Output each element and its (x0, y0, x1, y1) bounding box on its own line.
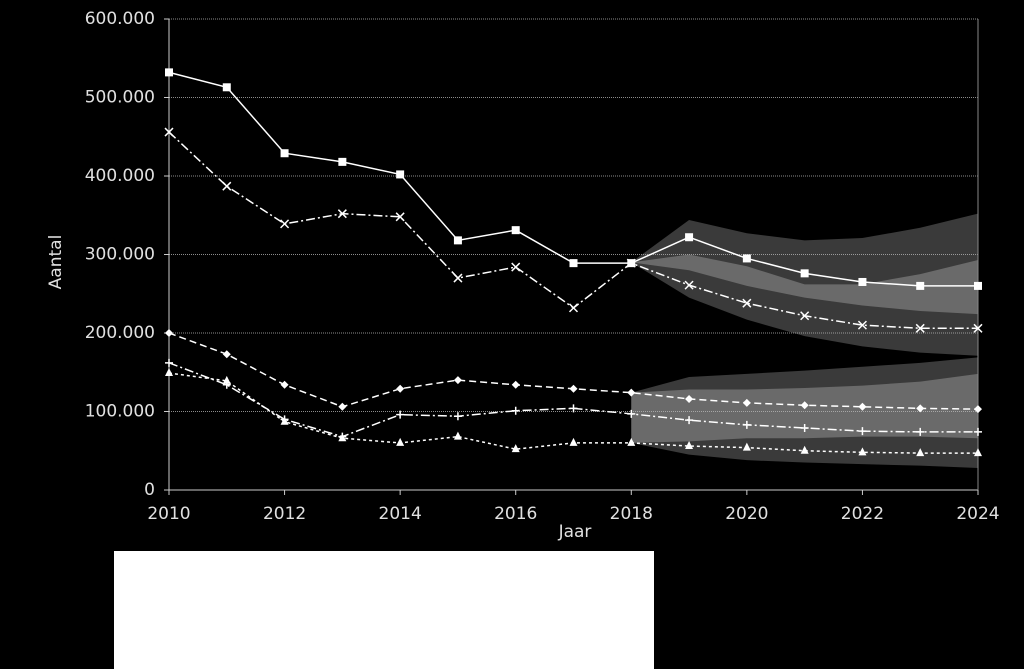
marker (453, 376, 462, 385)
marker (569, 384, 578, 393)
marker (395, 212, 405, 222)
marker (685, 394, 694, 403)
marker (337, 209, 347, 219)
marker (222, 181, 232, 191)
series-line (168, 362, 978, 438)
marker (511, 444, 520, 453)
marker (685, 416, 694, 425)
marker (800, 311, 810, 321)
marker (858, 277, 867, 286)
marker (800, 423, 809, 432)
marker (511, 262, 521, 272)
x-tick-label: 2020 (725, 504, 768, 524)
y-tick-label: 200.000 (85, 323, 155, 343)
x-tick-label: 2018 (610, 504, 653, 524)
y-tick-label: 300.000 (85, 245, 155, 265)
marker (974, 281, 982, 290)
marker (916, 281, 925, 290)
marker (742, 254, 751, 263)
marker (222, 375, 231, 384)
marker (916, 404, 925, 413)
marker (800, 445, 809, 454)
marker (742, 398, 751, 407)
marker (858, 447, 867, 456)
marker (568, 303, 579, 313)
x-tick-label: 2022 (841, 504, 884, 524)
marker (396, 437, 405, 446)
marker (742, 298, 752, 308)
marker (396, 410, 405, 419)
x-tick-label: 2010 (147, 504, 190, 524)
marker (742, 442, 751, 451)
marker (164, 127, 174, 137)
marker (338, 157, 347, 166)
marker (916, 448, 925, 457)
marker (280, 416, 289, 425)
marker (222, 83, 231, 92)
marker (915, 323, 925, 333)
y-tick-label: 600.000 (85, 9, 155, 29)
y-tick-label: 400.000 (85, 166, 155, 186)
marker (973, 323, 983, 333)
marker (974, 448, 982, 457)
marker (627, 437, 636, 446)
marker (165, 68, 173, 77)
marker (222, 350, 231, 359)
marker (569, 404, 578, 413)
y-tick-label: 0 (144, 480, 155, 500)
marker (453, 431, 462, 440)
marker (396, 384, 405, 393)
marker (453, 412, 462, 421)
marker (626, 258, 636, 268)
marker (974, 427, 982, 436)
marker (280, 149, 289, 158)
marker (338, 402, 347, 411)
marker (684, 280, 694, 290)
x-tick-label: 2016 (494, 504, 537, 524)
marker (511, 226, 520, 235)
x-tick-label: 2024 (956, 504, 999, 524)
marker (453, 236, 462, 245)
marker (280, 380, 289, 389)
marker (280, 219, 290, 229)
marker (627, 409, 636, 418)
marker (800, 269, 809, 278)
marker (453, 273, 463, 283)
marker (569, 259, 578, 268)
marker (742, 420, 751, 429)
marker (511, 406, 520, 415)
marker (857, 320, 867, 330)
marker (974, 405, 982, 414)
marker (858, 427, 867, 436)
x-tick-label: 2012 (263, 504, 306, 524)
uncertainty-band (631, 254, 978, 315)
marker (627, 388, 636, 397)
marker (800, 401, 809, 410)
marker (511, 380, 520, 389)
marker (165, 368, 173, 377)
y-tick-label: 500.000 (85, 88, 155, 108)
y-tick-label: 100.000 (85, 402, 155, 422)
marker (165, 358, 173, 367)
y-axis-title: Aantal (46, 235, 66, 290)
x-tick-label: 2014 (379, 504, 422, 524)
marker (165, 329, 173, 337)
marker (396, 170, 405, 179)
marker (685, 441, 694, 450)
marker (685, 233, 694, 242)
marker (338, 433, 347, 442)
marker (569, 437, 578, 446)
x-axis-title: Jaar (558, 522, 592, 542)
marker (858, 402, 867, 411)
legend-box (114, 551, 654, 669)
marker (916, 427, 925, 436)
